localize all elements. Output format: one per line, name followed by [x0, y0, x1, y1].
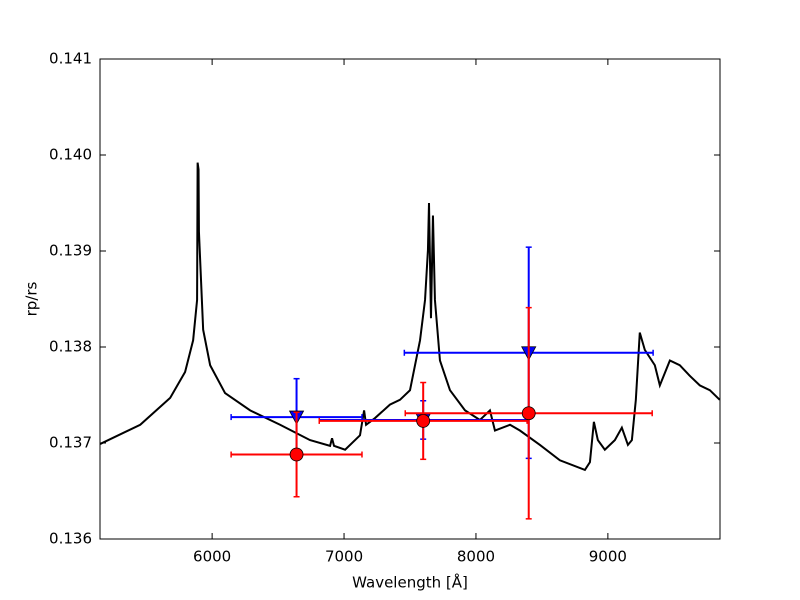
x-tick-label: 9000 — [589, 548, 627, 566]
y-tick-label: 0.141 — [49, 50, 92, 68]
plot-area — [100, 59, 720, 539]
y-axis-label: rp/rs — [23, 281, 41, 316]
plot-frame — [99, 58, 721, 540]
data-point — [416, 414, 431, 428]
x-tick-label: 6000 — [193, 548, 231, 566]
x-axis-label: Wavelength [Å] — [352, 573, 468, 592]
data-point — [521, 406, 536, 421]
x-tick-label: 8000 — [457, 548, 495, 566]
y-tick-label: 0.138 — [49, 338, 92, 356]
y-tick-label: 0.136 — [49, 530, 92, 548]
y-tick-label: 0.137 — [49, 434, 92, 452]
y-tick-label: 0.139 — [49, 242, 92, 260]
y-tick-label: 0.140 — [49, 146, 92, 164]
data-point — [289, 447, 304, 462]
x-tick-label: 7000 — [325, 548, 363, 566]
